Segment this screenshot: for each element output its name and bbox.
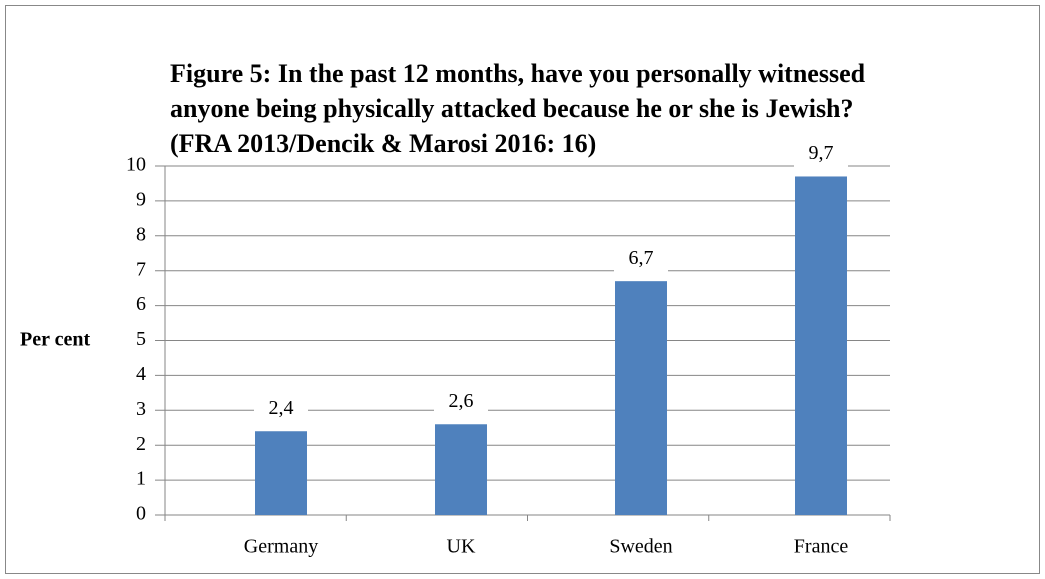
x-tick-label: Sweden [609, 536, 672, 558]
bar [255, 431, 307, 515]
y-tick-label: 9 [136, 188, 146, 210]
value-label-bg [794, 139, 848, 170]
x-tick-label: France [794, 536, 849, 558]
y-tick-label: 0 [136, 503, 146, 525]
bar [435, 424, 487, 515]
y-tick-label: 1 [136, 468, 146, 490]
y-tick-label: 2 [136, 433, 146, 455]
y-tick-label: 5 [136, 328, 146, 350]
y-tick-label: 8 [136, 223, 146, 245]
bar [615, 281, 667, 515]
chart-title: Figure 5: In the past 12 months, have yo… [170, 59, 866, 158]
y-tick-label: 10 [126, 154, 146, 176]
y-axis-label: Per cent [20, 329, 90, 351]
y-tick-label: 6 [136, 293, 146, 315]
value-label: 6,7 [629, 247, 654, 269]
y-tick-label: 4 [136, 363, 146, 385]
y-tick-label: 7 [136, 258, 146, 280]
bar [795, 176, 847, 515]
y-tick-label: 3 [136, 398, 146, 420]
value-label-bg [254, 394, 308, 425]
value-label-bg [614, 244, 668, 275]
x-tick-label: Germany [244, 536, 318, 558]
x-tick-label: UK [447, 536, 476, 558]
value-label: 9,7 [809, 142, 834, 164]
chart-border [5, 5, 1040, 574]
value-label: 2,6 [449, 390, 474, 412]
value-label-bg [434, 387, 488, 418]
value-label: 2,4 [269, 397, 294, 419]
